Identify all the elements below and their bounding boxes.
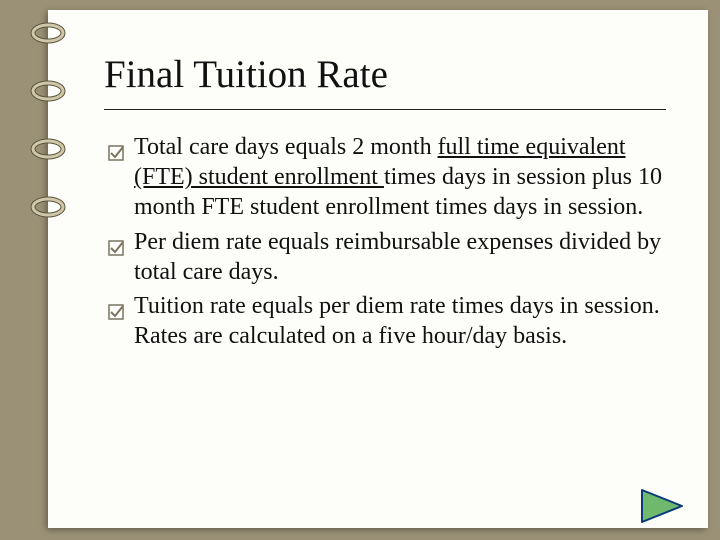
bullet-text-pre: Per diem rate equals reimbursable expens… bbox=[134, 229, 661, 285]
checkbox-icon bbox=[108, 234, 124, 250]
binder-ring bbox=[30, 196, 66, 218]
title-rule bbox=[104, 109, 666, 110]
binder-ring bbox=[30, 138, 66, 160]
bullet-text-pre: Tuition rate equals per diem rate times … bbox=[134, 293, 660, 349]
binder-ring bbox=[30, 80, 66, 102]
list-item: Tuition rate equals per diem rate times … bbox=[108, 291, 666, 351]
spiral-binding bbox=[30, 22, 66, 218]
binder-ring bbox=[30, 22, 66, 44]
bullet-text-pre: Total care days equals 2 month bbox=[134, 134, 438, 160]
arrow-right-icon bbox=[638, 486, 694, 526]
slide-paper: Final Tuition Rate Total care days equal… bbox=[48, 10, 708, 528]
bullet-list: Total care days equals 2 month full time… bbox=[104, 132, 666, 352]
list-item: Per diem rate equals reimbursable expens… bbox=[108, 227, 666, 287]
list-item: Total care days equals 2 month full time… bbox=[108, 132, 666, 223]
slide-title: Final Tuition Rate bbox=[104, 52, 666, 97]
next-slide-button[interactable] bbox=[638, 486, 694, 526]
checkbox-icon bbox=[108, 139, 124, 155]
checkbox-icon bbox=[108, 298, 124, 314]
